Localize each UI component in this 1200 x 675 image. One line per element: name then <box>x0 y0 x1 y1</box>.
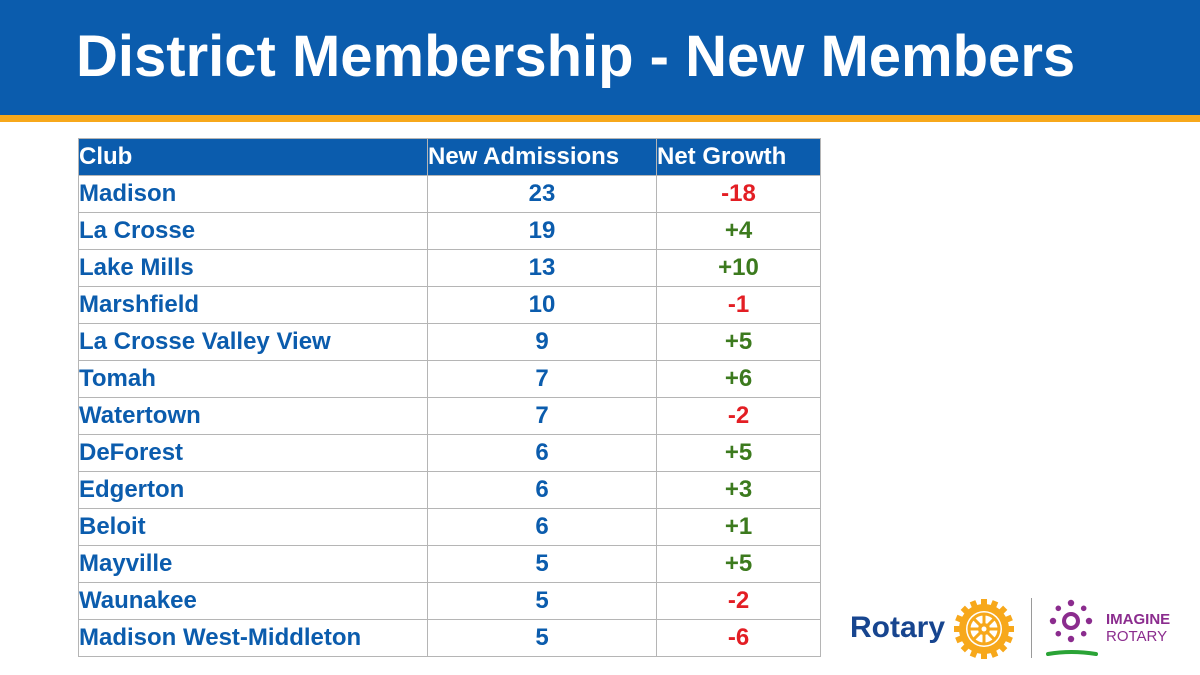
table-row: Watertown 7 -2 <box>78 397 821 435</box>
new-admissions-cell: 9 <box>427 323 657 361</box>
imagine-rotary-wordmark: IMAGINE ROTARY <box>1106 611 1170 645</box>
club-name-cell: Watertown <box>78 397 428 435</box>
club-name-cell: Lake Mills <box>78 249 428 287</box>
net-growth-cell: -2 <box>656 397 821 435</box>
table-row: Tomah 7 +6 <box>78 360 821 398</box>
table-row: Edgerton 6 +3 <box>78 471 821 509</box>
net-growth-cell: +5 <box>656 545 821 583</box>
club-name-cell: Madison <box>78 175 428 213</box>
net-growth-cell: -1 <box>656 286 821 324</box>
table-row: Beloit 6 +1 <box>78 508 821 546</box>
membership-table: Club New Admissions Net Growth Madison 23… <box>78 138 821 657</box>
new-admissions-cell: 23 <box>427 175 657 213</box>
rotary-wheel-icon <box>954 599 1014 659</box>
club-name-cell: La Crosse Valley View <box>78 323 428 361</box>
table-row: DeForest 6 +5 <box>78 434 821 472</box>
rotary-label: ROTARY <box>1106 628 1168 645</box>
net-growth-cell: +3 <box>656 471 821 509</box>
table-row: La Crosse 19 +4 <box>78 212 821 250</box>
club-name-cell: Marshfield <box>78 286 428 324</box>
net-growth-cell: +1 <box>656 508 821 546</box>
table-row: Marshfield 10 -1 <box>78 286 821 324</box>
imagine-rotary-icon <box>1046 599 1098 656</box>
net-growth-cell: +10 <box>656 249 821 287</box>
new-admissions-cell: 13 <box>427 249 657 287</box>
new-admissions-cell: 19 <box>427 212 657 250</box>
new-admissions-cell: 6 <box>427 434 657 472</box>
club-name-cell: Waunakee <box>78 582 428 620</box>
header-net-growth: Net Growth <box>656 138 821 176</box>
rotary-wordmark: Rotary <box>850 611 946 644</box>
logo-divider <box>1031 598 1032 658</box>
new-admissions-cell: 5 <box>427 545 657 583</box>
new-admissions-cell: 7 <box>427 360 657 398</box>
net-growth-cell: +4 <box>656 212 821 250</box>
table-body: Madison 23 -18 La Crosse 19 +4 Lake Mills 13 +10… <box>78 175 821 657</box>
net-growth-cell: -2 <box>656 582 821 620</box>
header-club: Club <box>78 138 428 176</box>
net-growth-cell: +6 <box>656 360 821 398</box>
table-row: Madison West-Middleton 5 -6 <box>78 619 821 657</box>
gold-stripe <box>0 115 1200 122</box>
club-name-cell: Beloit <box>78 508 428 546</box>
table-row: Madison 23 -18 <box>78 175 821 213</box>
net-growth-cell: +5 <box>656 323 821 361</box>
new-admissions-cell: 6 <box>427 471 657 509</box>
table-row: La Crosse Valley View 9 +5 <box>78 323 821 361</box>
table-row: Mayville 5 +5 <box>78 545 821 583</box>
net-growth-cell: +5 <box>656 434 821 472</box>
new-admissions-cell: 6 <box>427 508 657 546</box>
new-admissions-cell: 5 <box>427 619 657 657</box>
table-row: Lake Mills 13 +10 <box>78 249 821 287</box>
net-growth-cell: -6 <box>656 619 821 657</box>
net-growth-cell: -18 <box>656 175 821 213</box>
new-admissions-cell: 5 <box>427 582 657 620</box>
club-name-cell: Madison West-Middleton <box>78 619 428 657</box>
club-name-cell: La Crosse <box>78 212 428 250</box>
header-new-admissions: New Admissions <box>427 138 657 176</box>
club-name-cell: Edgerton <box>78 471 428 509</box>
table-header-row: Club New Admissions Net Growth <box>78 138 821 176</box>
table-row: Waunakee 5 -2 <box>78 582 821 620</box>
club-name-cell: Tomah <box>78 360 428 398</box>
club-name-cell: Mayville <box>78 545 428 583</box>
club-name-cell: DeForest <box>78 434 428 472</box>
imagine-label: IMAGINE <box>1106 611 1171 628</box>
new-admissions-cell: 7 <box>427 397 657 435</box>
title-banner: District Membership - New Members <box>0 0 1200 115</box>
new-admissions-cell: 10 <box>427 286 657 324</box>
slide-title: District Membership - New Members <box>76 24 1076 89</box>
